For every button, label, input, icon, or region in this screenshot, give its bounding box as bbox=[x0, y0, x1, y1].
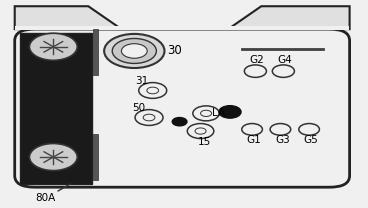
Bar bbox=[93, 29, 98, 75]
Text: 80A: 80A bbox=[35, 193, 55, 203]
Circle shape bbox=[201, 110, 212, 116]
Circle shape bbox=[193, 106, 219, 121]
Text: LA: LA bbox=[212, 108, 225, 118]
Circle shape bbox=[29, 144, 77, 171]
Circle shape bbox=[135, 110, 163, 125]
Text: G1: G1 bbox=[247, 135, 261, 145]
Circle shape bbox=[219, 106, 241, 118]
Bar bbox=[20, 33, 92, 184]
Circle shape bbox=[104, 34, 164, 68]
Text: 15: 15 bbox=[198, 137, 211, 147]
Circle shape bbox=[29, 33, 77, 60]
Circle shape bbox=[270, 124, 291, 135]
Polygon shape bbox=[15, 6, 121, 29]
Circle shape bbox=[187, 124, 214, 139]
Polygon shape bbox=[228, 6, 350, 29]
Text: G2: G2 bbox=[250, 55, 265, 65]
Text: G3: G3 bbox=[275, 135, 290, 145]
Text: G4: G4 bbox=[278, 55, 293, 65]
Text: G5: G5 bbox=[303, 135, 318, 145]
Circle shape bbox=[272, 65, 294, 77]
Text: 30: 30 bbox=[167, 45, 182, 57]
Circle shape bbox=[112, 38, 156, 63]
Bar bbox=[93, 134, 98, 180]
Circle shape bbox=[244, 65, 266, 77]
Bar bbox=[15, 26, 349, 30]
Circle shape bbox=[147, 87, 159, 94]
FancyBboxPatch shape bbox=[15, 29, 350, 187]
Bar bbox=[241, 48, 324, 50]
Text: 50: 50 bbox=[132, 103, 145, 113]
Circle shape bbox=[242, 124, 262, 135]
Circle shape bbox=[299, 124, 319, 135]
Circle shape bbox=[143, 114, 155, 121]
Circle shape bbox=[139, 83, 167, 98]
Circle shape bbox=[121, 44, 147, 58]
Text: 31: 31 bbox=[135, 76, 149, 86]
Circle shape bbox=[195, 128, 206, 134]
Circle shape bbox=[172, 118, 187, 126]
